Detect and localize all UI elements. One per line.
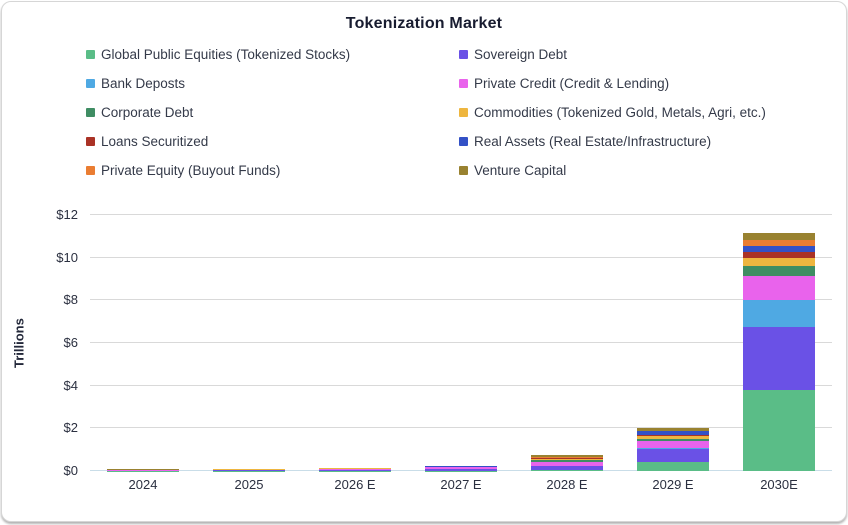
- legend-item: Global Public Equities (Tokenized Stocks…: [86, 47, 459, 62]
- legend-item: Real Assets (Real Estate/Infrastructure): [459, 134, 836, 149]
- bar-segment: [743, 300, 815, 327]
- legend-item: Bank Deposts: [86, 76, 459, 91]
- legend-label: Private Equity (Buyout Funds): [101, 163, 280, 178]
- y-tick-label: $6: [2, 335, 78, 350]
- legend-swatch-icon: [86, 50, 95, 59]
- legend-swatch-icon: [459, 108, 468, 117]
- y-tick-label: $8: [2, 292, 78, 307]
- legend-item: Venture Capital: [459, 163, 836, 178]
- legend-swatch-icon: [459, 137, 468, 146]
- stacked-bar-2029E: [637, 428, 709, 471]
- legend-label: Private Credit (Credit & Lending): [474, 76, 669, 91]
- legend-label: Corporate Debt: [101, 105, 193, 120]
- bar-segment: [531, 470, 603, 471]
- x-axis-label: 2026 E: [302, 477, 408, 492]
- legend-label: Loans Securitized: [101, 134, 208, 149]
- x-axis-label: 2030E: [726, 477, 832, 492]
- y-axis-ticks: $0$2$4$6$8$10$12: [2, 215, 78, 471]
- legend-swatch-icon: [459, 50, 468, 59]
- stacked-bar-2026E: [319, 468, 391, 471]
- bar-slot: [196, 215, 302, 471]
- legend-swatch-icon: [86, 137, 95, 146]
- stacked-bar-2030E: [743, 233, 815, 471]
- bar-slot: [90, 215, 196, 471]
- legend-item: Commodities (Tokenized Gold, Metals, Agr…: [459, 105, 836, 120]
- legend-swatch-icon: [86, 166, 95, 175]
- y-tick-label: $10: [2, 250, 78, 265]
- bars-layer: [90, 215, 832, 471]
- legend-item: Corporate Debt: [86, 105, 459, 120]
- bar-segment: [637, 462, 709, 471]
- bar-slot: [514, 215, 620, 471]
- bar-segment: [743, 258, 815, 267]
- legend-label: Bank Deposts: [101, 76, 185, 91]
- y-tick-label: $4: [2, 378, 78, 393]
- bar-segment: [743, 327, 815, 391]
- y-tick-label: $12: [2, 207, 78, 222]
- stacked-bar-2025: [213, 469, 285, 471]
- y-tick-label: $0: [2, 463, 78, 478]
- legend-label: Venture Capital: [474, 163, 566, 178]
- x-axis-label: 2025: [196, 477, 302, 492]
- legend-label: Real Assets (Real Estate/Infrastructure): [474, 134, 711, 149]
- bar-slot: [726, 215, 832, 471]
- legend-item: Loans Securitized: [86, 134, 459, 149]
- plot-region: [90, 215, 832, 471]
- legend-swatch-icon: [86, 108, 95, 117]
- legend-label: Commodities (Tokenized Gold, Metals, Agr…: [474, 105, 766, 120]
- x-axis-label: 2028 E: [514, 477, 620, 492]
- bar-segment: [637, 441, 709, 448]
- legend-item: Private Credit (Credit & Lending): [459, 76, 836, 91]
- stacked-bar-2024: [107, 469, 179, 471]
- legend-item: Private Equity (Buyout Funds): [86, 163, 459, 178]
- legend-item: Sovereign Debt: [459, 47, 836, 62]
- legend-swatch-icon: [86, 79, 95, 88]
- x-axis-label: 2024: [90, 477, 196, 492]
- legend-swatch-icon: [459, 166, 468, 175]
- x-axis-label: 2027 E: [408, 477, 514, 492]
- chart-title: Tokenization Market: [2, 2, 846, 33]
- stacked-bar-2028E: [531, 455, 603, 471]
- bar-segment: [637, 449, 709, 462]
- legend-swatch-icon: [459, 79, 468, 88]
- legend-label: Sovereign Debt: [474, 47, 567, 62]
- bar-slot: [302, 215, 408, 471]
- bar-segment: [743, 233, 815, 240]
- bar-segment: [743, 390, 815, 471]
- legend: Global Public Equities (Tokenized Stocks…: [86, 40, 836, 185]
- y-tick-label: $2: [2, 420, 78, 435]
- stacked-bar-2027E: [425, 466, 497, 471]
- bar-slot: [620, 215, 726, 471]
- x-axis-label: 2029 E: [620, 477, 726, 492]
- bar-segment: [743, 276, 815, 299]
- legend-label: Global Public Equities (Tokenized Stocks…: [101, 47, 350, 62]
- bar-segment: [743, 266, 815, 276]
- bar-slot: [408, 215, 514, 471]
